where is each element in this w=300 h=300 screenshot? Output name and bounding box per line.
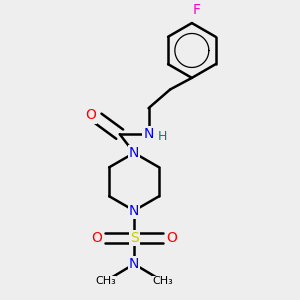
Text: O: O	[166, 231, 177, 245]
Text: N: N	[129, 257, 139, 271]
Text: N: N	[129, 204, 139, 218]
Text: F: F	[192, 3, 200, 17]
Text: O: O	[85, 108, 96, 122]
Text: N: N	[129, 146, 139, 160]
Text: S: S	[130, 231, 139, 245]
Text: N: N	[143, 127, 154, 141]
Text: H: H	[158, 130, 167, 143]
Text: CH₃: CH₃	[95, 276, 116, 286]
Text: CH₃: CH₃	[153, 276, 173, 286]
Text: O: O	[91, 231, 102, 245]
